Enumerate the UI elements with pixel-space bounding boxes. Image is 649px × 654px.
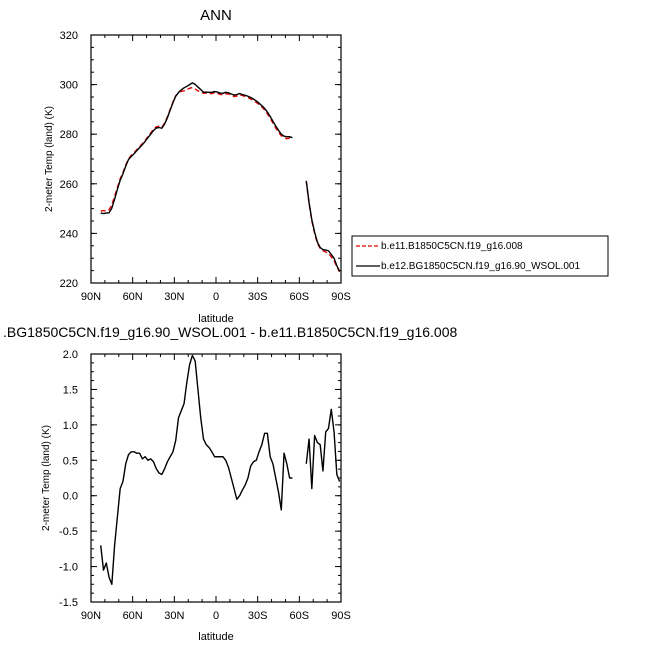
bottom-ytick-label: -1.5 <box>59 597 78 609</box>
bottom-xtick-label: 60S <box>290 610 310 622</box>
top-xtick-label: 60N <box>123 291 143 303</box>
bottom-ytick-label: 2.0 <box>63 349 78 361</box>
top-series-2-line <box>305 180 341 272</box>
legend-label-series-1: b.e11.B1850C5CN.f19_g16.008 <box>381 241 523 252</box>
top-series-1-line <box>100 86 293 212</box>
bottom-ytick-label: 1.0 <box>63 420 78 432</box>
bottom-ytick-label: -1.0 <box>59 562 78 574</box>
bottom-plot-area: 90N 60N 30N 0 30S 60S 90S -1.5 -1.0 -0.5 0.0 0.5 1.0… <box>59 349 351 622</box>
top-ytick-label: 280 <box>60 129 78 141</box>
top-plot-frame <box>90 34 342 284</box>
bottom-series-1-line <box>100 354 293 585</box>
bottom-panel: .BG1850C5CN.f19_g16.90_WSOL.001 - b.e11.… <box>3 324 457 643</box>
top-xtick-label: 30S <box>248 291 268 303</box>
top-xtick-label: 0 <box>213 291 219 303</box>
top-ytick-label: 260 <box>60 179 78 191</box>
top-xtick-label: 90N <box>81 291 101 303</box>
top-ytick-label: 240 <box>60 228 78 240</box>
legend-label-series-2: b.e12.BG1850C5CN.f19_g16.90_WSOL.001 <box>381 261 580 272</box>
top-xlabel: latitude <box>198 313 233 325</box>
top-ytick-label: 300 <box>60 80 78 92</box>
top-xtick-label: 60S <box>290 291 310 303</box>
bottom-ylabel: 2-meter Temp (land) (K) <box>41 425 52 531</box>
bottom-ytick-label: -0.5 <box>59 526 78 538</box>
bottom-xtick-label: 90N <box>81 610 101 622</box>
bottom-series-1-line <box>305 408 341 490</box>
bottom-xlabel: latitude <box>198 631 233 643</box>
bottom-xtick-label: 30N <box>164 610 184 622</box>
bottom-plot-frame <box>90 353 342 603</box>
bottom-xtick-label: 60N <box>123 610 143 622</box>
top-panel: ANN 2-meter Temp (land) (K) 90N 60N 30N 0 30… <box>44 7 609 325</box>
bottom-xtick-label: 30S <box>248 610 268 622</box>
bottom-ytick-label: 1.5 <box>63 384 78 396</box>
bottom-ytick-label: 0.5 <box>63 455 78 467</box>
bottom-xtick-label: 90S <box>331 610 351 622</box>
top-ylabel: 2-meter Temp (land) (K) <box>44 106 55 212</box>
bottom-ytick-label: 0.0 <box>63 491 78 503</box>
bottom-title: .BG1850C5CN.f19_g16.90_WSOL.001 - b.e11.… <box>3 324 457 340</box>
top-series-2-line <box>100 82 293 215</box>
top-ytick-label: 320 <box>60 30 78 42</box>
bottom-xtick-label: 0 <box>213 610 219 622</box>
top-xtick-label: 90S <box>331 291 351 303</box>
legend-box <box>351 235 609 277</box>
top-ytick-label: 220 <box>60 278 78 290</box>
top-xtick-label: 30N <box>164 291 184 303</box>
top-legend: b.e11.B1850C5CN.f19_g16.008 b.e12.BG1850… <box>351 235 609 277</box>
top-plot-area: 90N 60N 30N 0 30S 60S 90S 220 240 260 280 300 320 <box>60 30 351 303</box>
top-title: ANN <box>200 7 232 24</box>
